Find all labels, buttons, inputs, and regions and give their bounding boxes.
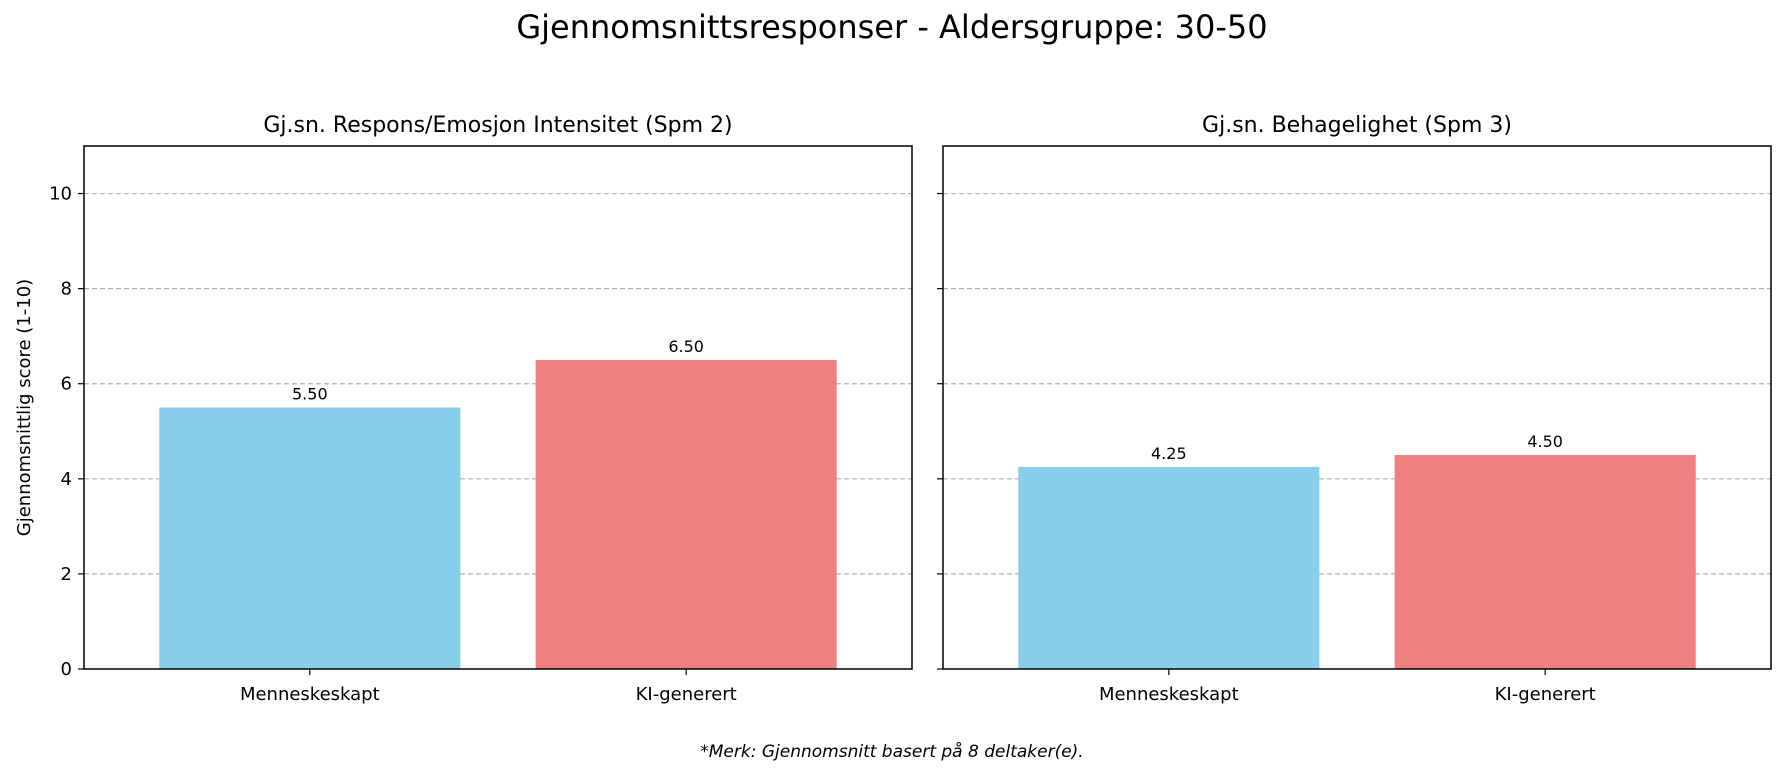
x-tick-label: Menneskeskapt <box>240 684 380 705</box>
y-tick-label: 0 <box>61 659 72 680</box>
x-tick-label: Menneskeskapt <box>1099 684 1239 705</box>
bar-menneskeskapt <box>1018 466 1320 669</box>
bar-ki-generert <box>1394 455 1696 669</box>
data-label: 4.25 <box>1151 444 1187 463</box>
axes-frame <box>83 145 913 670</box>
footnote: *Merk: Gjennomsnitt basert på 8 deltaker… <box>700 742 1084 762</box>
y-tick-label: 8 <box>61 279 72 300</box>
subplot-title: Gj.sn. Behagelighet (Spm 3) <box>1202 113 1512 138</box>
figure-title: Gjennomsnittsresponser - Aldersgruppe: 3… <box>516 8 1268 46</box>
bar-menneskeskapt <box>159 407 461 669</box>
data-label: 6.50 <box>668 337 704 356</box>
axes-frame <box>942 145 1772 670</box>
bar-ki-generert <box>535 359 837 669</box>
data-label: 5.50 <box>292 385 328 404</box>
y-tick-label: 10 <box>49 184 72 205</box>
y-tick-label: 4 <box>61 469 72 490</box>
subplot-title: Gj.sn. Respons/Emosjon Intensitet (Spm 2… <box>263 113 732 138</box>
data-label: 4.50 <box>1527 432 1563 451</box>
y-axis-label: Gjennomsnittlig score (1-10) <box>14 279 35 536</box>
x-tick-label: KI-generert <box>636 684 737 705</box>
y-tick-label: 2 <box>61 564 72 585</box>
y-tick-label: 6 <box>61 374 72 395</box>
x-tick-label: KI-generert <box>1495 684 1596 705</box>
